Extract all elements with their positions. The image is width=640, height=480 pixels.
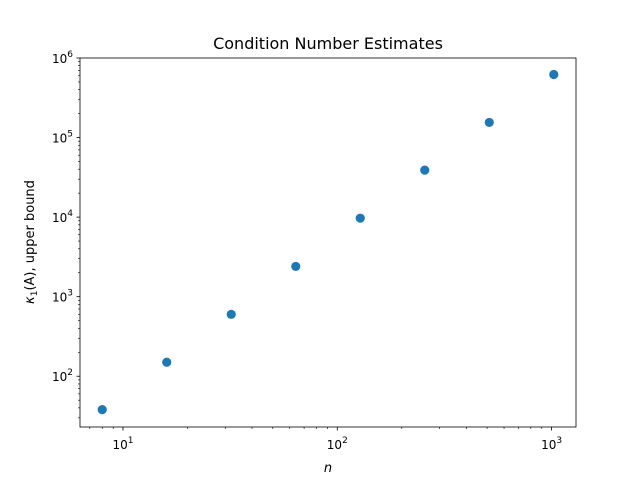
y-axis-label-kappa: κ [23,296,38,304]
y-tick-label: 102 [52,368,73,384]
y-tick-label-exponent: 5 [67,130,73,140]
x-tick-label-exponent: 1 [128,436,134,446]
x-axis-label: n [324,461,332,476]
data-point [484,117,494,128]
y-tick-label-base: 10 [52,291,67,305]
y-tick-label-exponent: 6 [67,50,73,60]
y-tick-label: 105 [52,130,73,146]
y-tick-label-exponent: 2 [67,368,73,378]
data-point [226,309,236,319]
y-tick-label-base: 10 [52,132,67,146]
y-axis-label: κ1(A), upper bound [23,180,40,304]
x-tick-label-exponent: 3 [556,436,562,446]
y-tick-label-base: 10 [52,370,67,384]
y-axis-label-rest: (A), upper bound [23,180,38,290]
y-tick-label-base: 10 [52,211,67,225]
x-tick-label: 101 [112,436,133,452]
x-tick-label-base: 10 [541,438,556,452]
y-axis-label-subscript: 1 [30,291,40,297]
data-points [97,69,559,415]
y-tick-label: 106 [52,50,73,66]
y-tick-label-exponent: 4 [67,209,73,219]
data-point [291,261,301,272]
y-tick-label-base: 10 [52,52,67,66]
y-tick-label-exponent: 3 [67,289,73,299]
data-point [97,405,107,415]
plot-area [79,57,577,428]
y-tick-label: 103 [52,289,73,305]
x-tick-label-base: 10 [112,438,127,452]
x-tick-label: 103 [541,436,562,452]
y-tick-label: 104 [52,209,73,225]
data-point [420,165,430,175]
x-axis-ticks: 101 102 103 [89,427,562,452]
x-tick-label-exponent: 2 [342,436,348,446]
chart-title: Condition Number Estimates [213,34,443,53]
data-point [549,69,559,80]
data-point [162,357,172,367]
x-tick-label-base: 10 [327,438,342,452]
x-tick-label: 102 [327,436,348,452]
data-point [355,213,365,223]
